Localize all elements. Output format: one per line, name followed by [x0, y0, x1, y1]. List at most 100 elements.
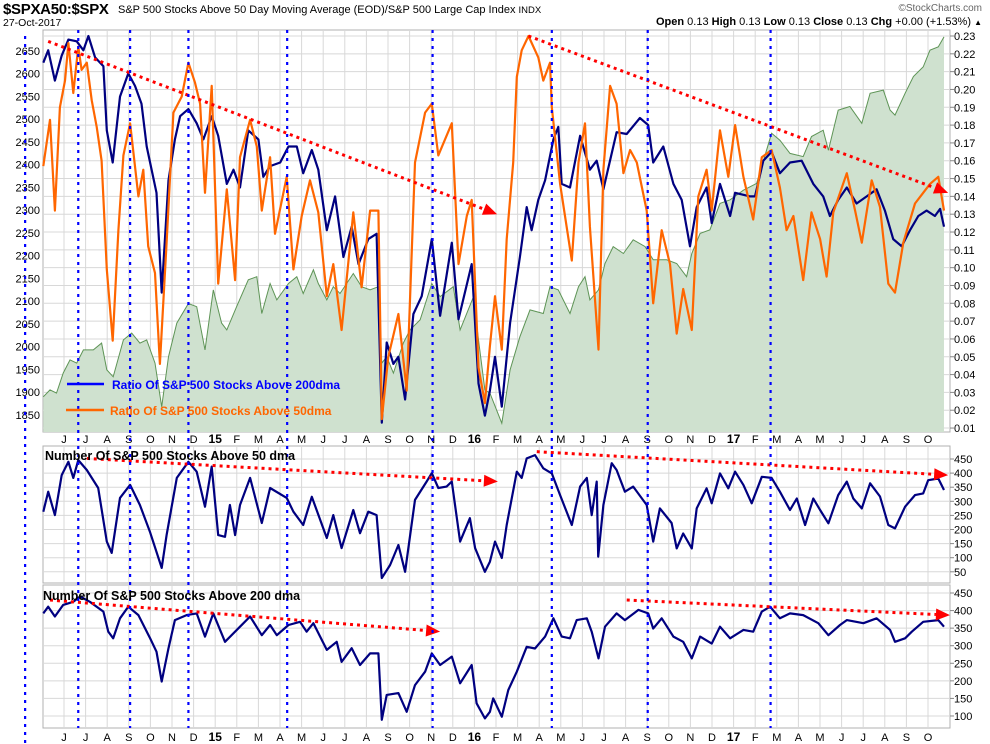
- month-label: M: [513, 732, 522, 744]
- left-axis-label: 2350: [16, 182, 40, 194]
- month-label: 16: [468, 432, 482, 446]
- month-label: M: [297, 434, 306, 446]
- low-label: Low: [763, 16, 786, 28]
- spx-area-fill: [43, 36, 945, 433]
- month-label: 17: [727, 432, 741, 446]
- right-axis-label: 250: [954, 658, 972, 670]
- left-axis-label: 2400: [16, 160, 40, 172]
- right-axis-label: 450: [954, 588, 972, 600]
- left-axis-label: 1850: [16, 410, 40, 422]
- panel-title-count200: Number Of S&P 500 Stocks Above 200 dma: [43, 589, 301, 603]
- month-label: F: [493, 434, 500, 446]
- left-axis-label: 2600: [16, 69, 40, 81]
- count50-line: [42, 454, 945, 580]
- month-label: A: [622, 434, 630, 446]
- right-axis-label: 0.10: [954, 263, 975, 275]
- month-label: A: [104, 732, 112, 744]
- right-axis-label: 150: [954, 693, 972, 705]
- close-value: 0.13: [846, 16, 868, 28]
- month-label: M: [254, 434, 263, 446]
- left-axis-label: 2050: [16, 319, 40, 331]
- stockcharts-watermark: ©StockCharts.com: [898, 3, 982, 14]
- trendline: [47, 39, 485, 211]
- right-axis-label: 400: [954, 606, 972, 618]
- month-label: D: [449, 434, 457, 446]
- right-axis-label: 0.04: [954, 370, 975, 382]
- month-label: A: [881, 732, 889, 744]
- month-label: M: [815, 434, 824, 446]
- right-axis-label: 0.03: [954, 387, 975, 399]
- left-axis-label: 2300: [16, 205, 40, 217]
- axes: 0.23 0.22 0.21 0.20 0.19 0.18 0.17 0.16 0.15 0.14…: [16, 31, 976, 744]
- right-axis-label: 450: [954, 454, 972, 466]
- month-label: A: [363, 434, 371, 446]
- right-axis-label: 350: [954, 623, 972, 635]
- month-label: A: [363, 732, 371, 744]
- month-label: J: [61, 434, 67, 446]
- right-axis-label: 100: [954, 553, 972, 565]
- exchange-label: INDX: [518, 5, 542, 16]
- month-label: N: [427, 732, 435, 744]
- count200-line: [42, 595, 945, 721]
- month-label: A: [881, 434, 889, 446]
- legend-label-ratio200: Ratio Of S&P 500 Stocks Above 200dma: [112, 378, 340, 392]
- trendline: [527, 34, 936, 190]
- right-axis-label: 0.13: [954, 209, 975, 221]
- right-axis-label: 300: [954, 496, 972, 508]
- spx-line: [42, 36, 945, 426]
- right-axis-label: 100: [954, 711, 972, 723]
- right-axis-label: 0.18: [954, 120, 975, 132]
- month-label: A: [795, 434, 803, 446]
- month-label: N: [427, 434, 435, 446]
- trendline: [626, 598, 937, 616]
- month-label: 17: [727, 730, 741, 744]
- legend: Ratio Of S&P 500 Stocks Above 200dma Rat…: [66, 378, 340, 418]
- right-axis-label: 0.17: [954, 138, 975, 150]
- right-axis-label: 50: [954, 567, 966, 579]
- left-axis-label: 2000: [16, 342, 40, 354]
- month-label: D: [708, 434, 716, 446]
- left-axis-label: 2500: [16, 114, 40, 126]
- chart-description: S&P 500 Stocks Above 50 Day Moving Avera…: [118, 4, 541, 16]
- right-axis-label: 400: [954, 468, 972, 480]
- right-axis-label: 200: [954, 525, 972, 537]
- left-axis-label: 2550: [16, 91, 40, 103]
- chg-value: +0.00 (+1.53%): [895, 16, 972, 28]
- right-axis-label: 150: [954, 539, 972, 551]
- month-label: A: [276, 732, 284, 744]
- right-axis-label: 300: [954, 641, 972, 653]
- month-label: J: [320, 434, 326, 446]
- left-axis-label: 2450: [16, 137, 40, 149]
- month-label: D: [708, 732, 716, 744]
- month-label: F: [752, 732, 759, 744]
- month-label: S: [384, 434, 391, 446]
- month-label: J: [860, 434, 866, 446]
- month-label: J: [601, 434, 607, 446]
- month-label: 15: [209, 730, 223, 744]
- trendline: [536, 450, 935, 476]
- right-axis-label: 0.14: [954, 191, 975, 203]
- trendline-arrowhead: [481, 203, 498, 215]
- chart-header: $SPXA50:$SPX S&P 500 Stocks Above 50 Day…: [0, 0, 990, 30]
- month-label: A: [104, 434, 112, 446]
- right-axis-label: 0.05: [954, 352, 975, 364]
- month-label: F: [752, 434, 759, 446]
- panel-title-count50: Number Of S&P 500 Stocks Above 50 dma: [45, 449, 296, 463]
- month-label: M: [772, 732, 781, 744]
- month-label: M: [772, 434, 781, 446]
- low-value: 0.13: [788, 16, 811, 28]
- month-label: J: [342, 434, 348, 446]
- month-label: N: [686, 732, 694, 744]
- left-axis-label: 2100: [16, 296, 40, 308]
- symbol-title: $SPXA50:$SPX: [3, 1, 109, 18]
- month-label: M: [513, 434, 522, 446]
- right-axis-label: 0.09: [954, 280, 975, 292]
- month-label: 16: [468, 730, 482, 744]
- right-axis-label: 0.12: [954, 227, 975, 239]
- month-label: J: [580, 732, 586, 744]
- month-label: J: [839, 732, 845, 744]
- month-label: S: [125, 434, 132, 446]
- left-axis-label: 1950: [16, 364, 40, 376]
- month-label: J: [83, 434, 89, 446]
- month-label: J: [580, 434, 586, 446]
